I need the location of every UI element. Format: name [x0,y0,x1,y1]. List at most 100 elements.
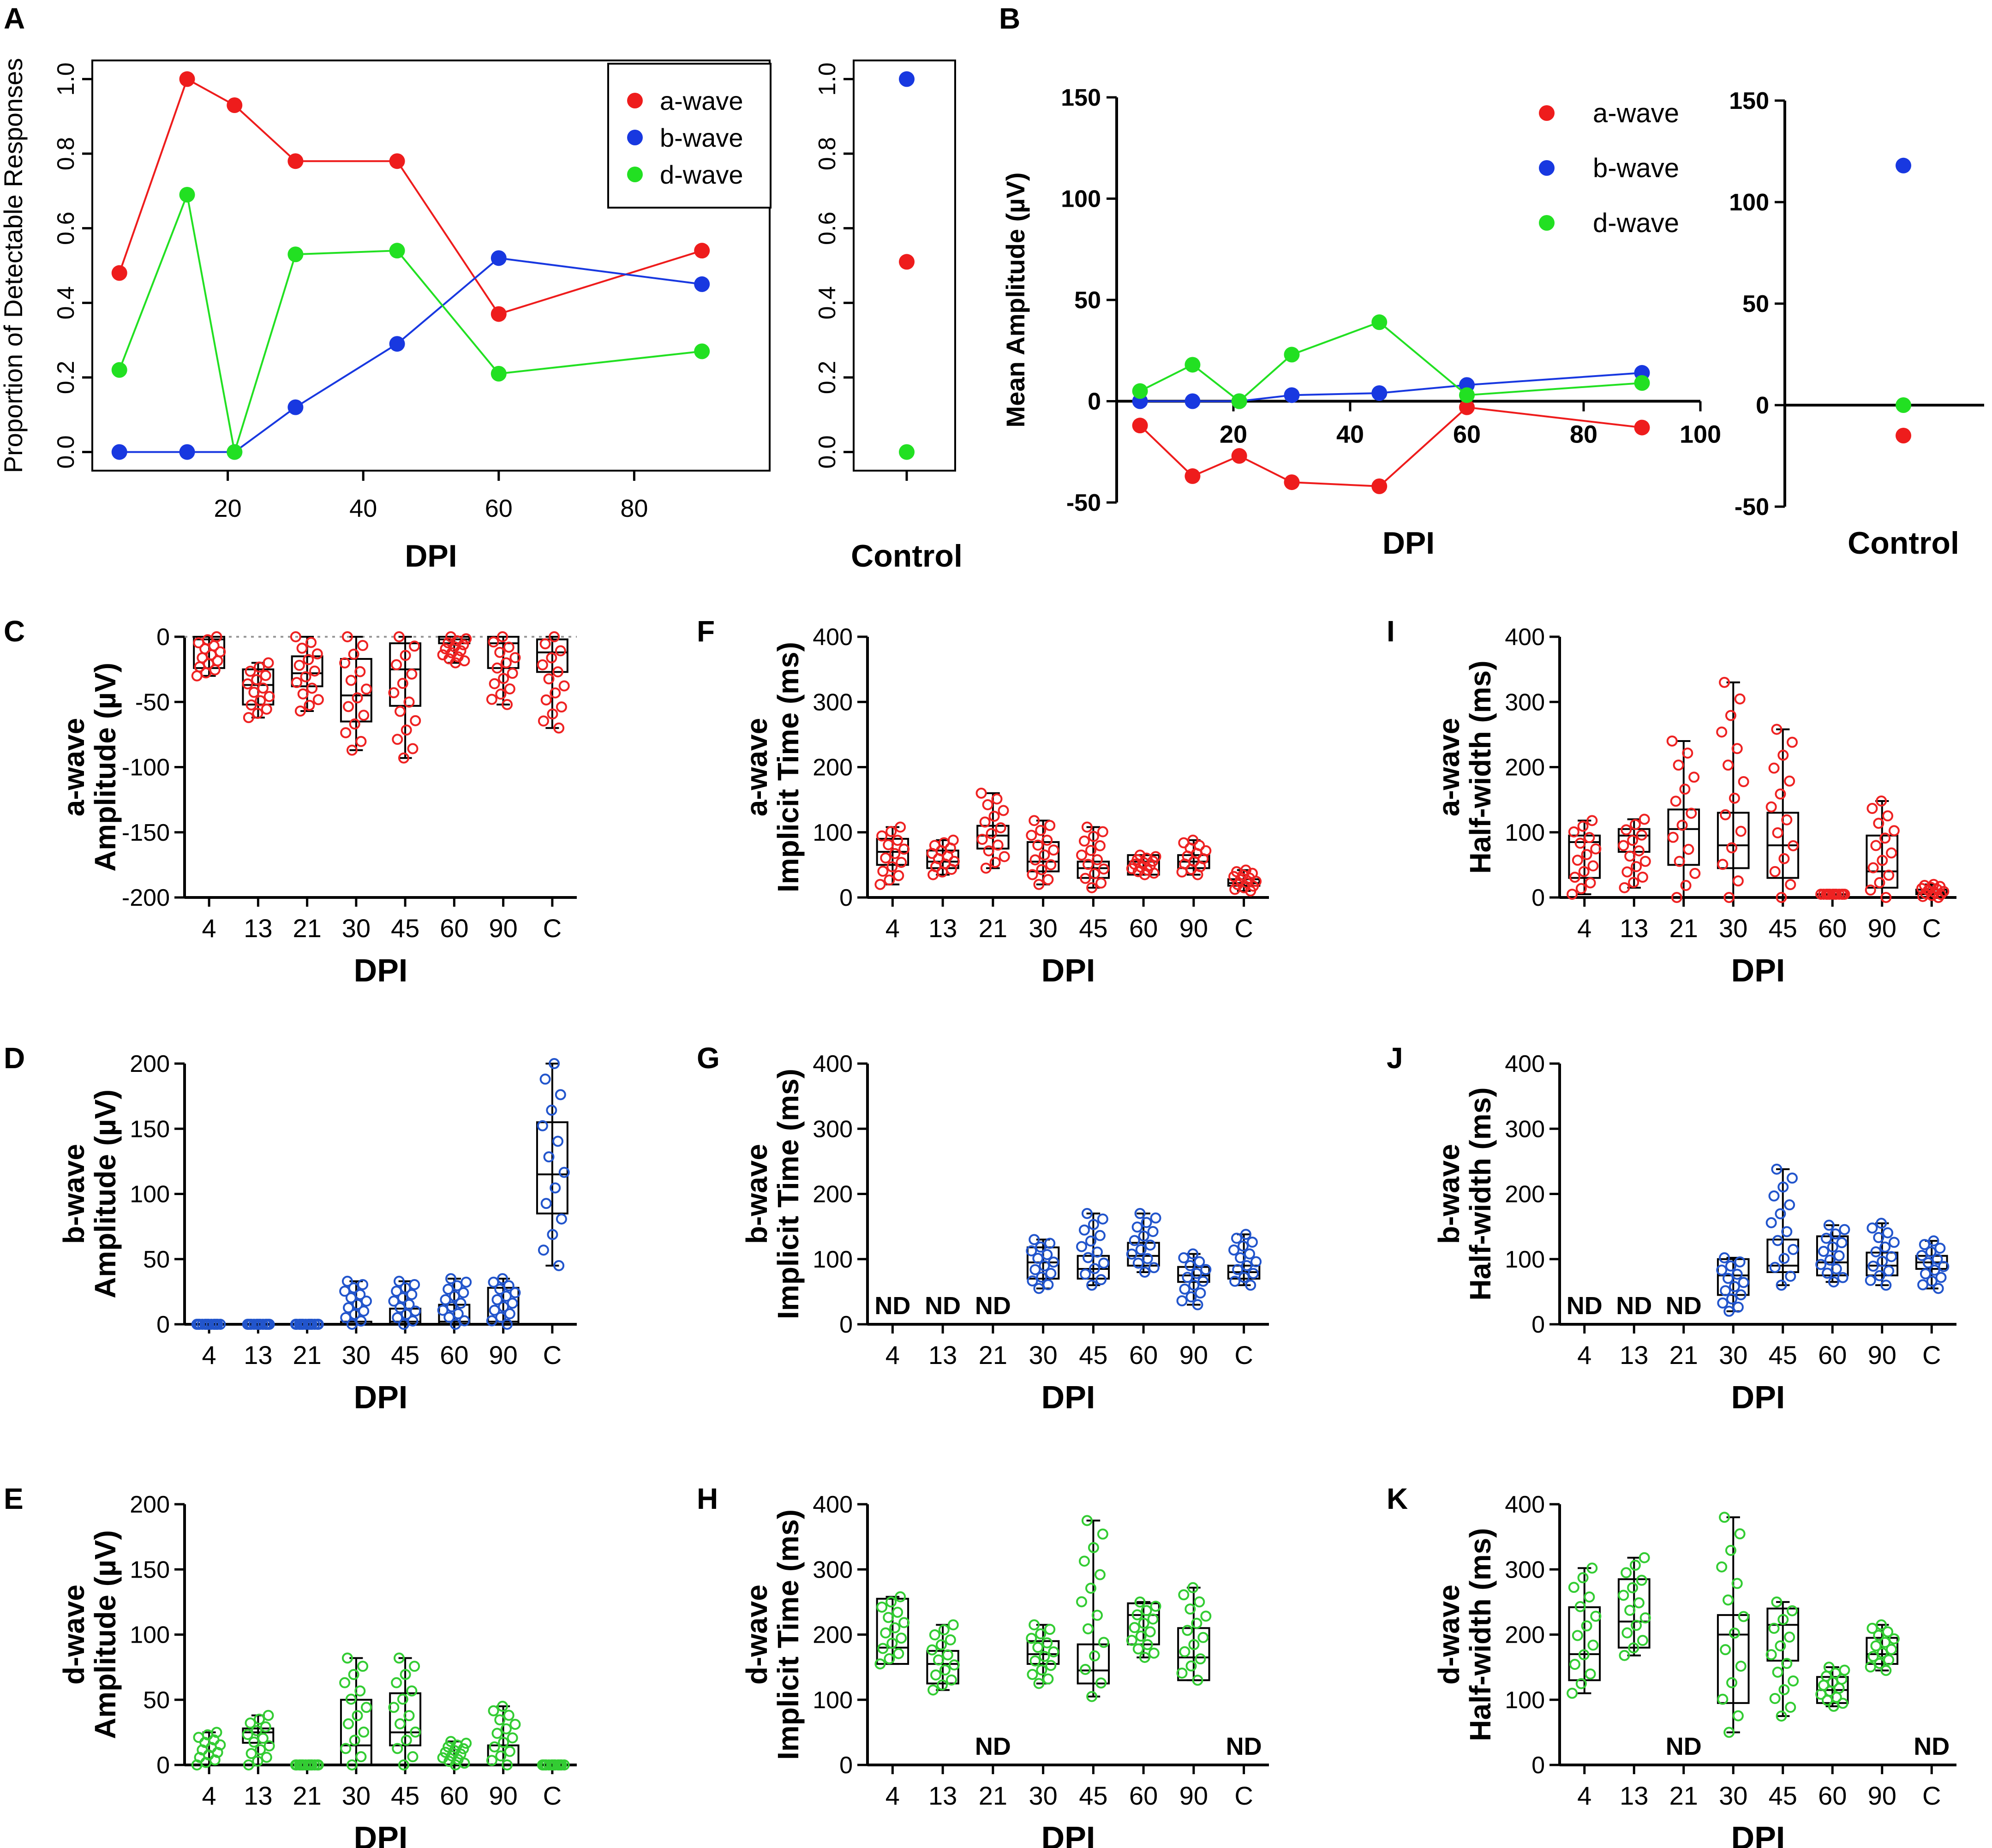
data-point [488,636,499,648]
data-point [407,743,419,754]
data-point [1147,1226,1159,1237]
data-point [1731,1268,1743,1280]
data-point [1874,1270,1885,1281]
data-point [1723,1305,1735,1317]
data-point [507,1732,518,1744]
data-point [538,715,549,727]
control-point-b [1896,157,1911,173]
data-point [1769,1262,1781,1273]
y-tick-label: 100 [130,1622,170,1649]
data-point [895,821,906,833]
data-point [1026,1633,1037,1644]
data-point [263,1319,274,1330]
data-point [1039,1651,1050,1662]
data-point [1200,845,1212,856]
data-point [1144,1626,1156,1638]
data-point [1827,1241,1838,1253]
not-detected-label: ND [1666,1733,1702,1760]
x-tick-label: 60 [440,914,468,943]
data-point [883,839,894,850]
legend: a-wave b-wave d-wave [1539,98,1679,238]
data-point-b-wave [111,444,127,460]
data-point [211,1727,222,1738]
data-point [1874,1657,1885,1669]
data-point [1142,1639,1153,1651]
panel-label: D [4,1041,25,1075]
data-point [339,1286,351,1297]
data-point [409,640,420,652]
data-point [538,1244,549,1256]
x-tick-label: 45 [1769,1781,1797,1810]
data-point [1636,1574,1647,1586]
data-point [1866,1222,1878,1234]
data-point [349,1734,360,1746]
data-point [358,1726,370,1738]
data-point [1716,726,1728,738]
y-tick-label: 100 [130,1181,170,1208]
data-point [1815,1259,1827,1270]
data-point [1716,1264,1728,1276]
data-point [1194,1596,1205,1608]
x-tick-label: C [1922,1781,1941,1810]
data-point [1095,877,1107,889]
data-point [346,1759,358,1770]
panel-label: I [1387,615,1395,648]
data-point [1818,1680,1830,1691]
data-point [1569,1659,1580,1670]
data-point [1141,1217,1152,1228]
x-tick-label: 45 [1079,1340,1107,1370]
data-point [1132,1643,1144,1655]
data-point [1886,1251,1897,1262]
data-point-a-wave [1184,468,1201,484]
data-point [556,1213,567,1225]
data-point [1785,1702,1796,1713]
data-point [1178,837,1190,849]
data-point [407,1751,419,1763]
data-point [1586,1562,1598,1574]
data-point [495,1311,507,1323]
data-point [1837,1698,1848,1709]
data-point [294,706,306,717]
box-iqr [1717,1614,1750,1704]
data-point [1785,879,1796,890]
control-y-tick-label: 0.4 [814,286,841,319]
data-point [1078,1224,1090,1236]
data-point [1141,1605,1152,1616]
data-point [303,654,314,665]
data-point [1731,1578,1743,1589]
data-point [401,1734,412,1746]
data-point [306,682,318,694]
data-point [1188,1280,1200,1291]
y-tick-label: 200 [1505,1622,1545,1649]
data-point [1726,1677,1738,1688]
data-point [461,1738,472,1749]
y-axis-wave-title: a-wave [1432,718,1466,816]
data-point [1182,1272,1193,1283]
data-point [211,1319,222,1330]
data-point [1732,1710,1744,1722]
y-tick-label: 300 [1505,1116,1545,1142]
x-tick-label: C [1922,1340,1941,1370]
x-tick-label: C [1922,914,1941,943]
x-tick-label: 30 [1029,914,1057,943]
data-point [1027,869,1038,880]
data-point [1820,1232,1832,1244]
data-point [540,1198,552,1209]
data-point [1676,819,1688,831]
data-point [354,666,366,677]
data-point [245,665,256,677]
data-point [311,1759,323,1770]
data-point [452,1308,464,1320]
y-tick-label: 150 [130,1556,170,1583]
data-point [491,662,503,674]
x-tick-label: 13 [1620,1340,1648,1370]
data-point [1240,864,1251,876]
data-point [1873,1630,1884,1641]
data-point [491,1294,503,1305]
y-tick-label: 0.0 [53,435,79,468]
data-point [1671,892,1682,903]
panel-label: F [697,615,715,648]
data-point-d-wave [491,365,507,382]
data-point [1735,825,1747,837]
